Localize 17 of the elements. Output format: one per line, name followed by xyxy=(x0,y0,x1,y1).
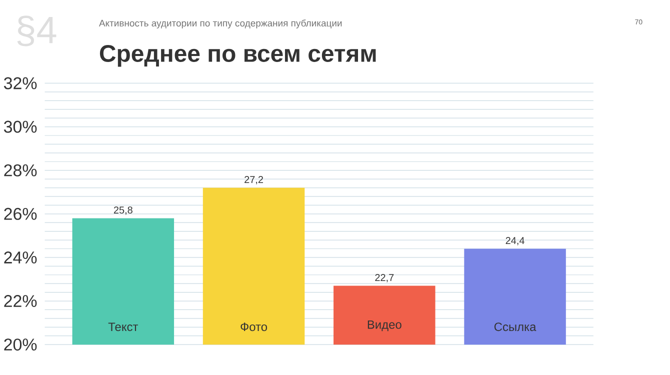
y-tick-label: 22% xyxy=(4,295,37,307)
x-tick-label: Ссылка xyxy=(494,322,536,332)
data-label: 27,2 xyxy=(244,176,263,184)
y-tick-label: 26% xyxy=(4,208,37,220)
data-label: 25,8 xyxy=(114,206,132,215)
x-tick-label: Фото xyxy=(240,322,268,332)
data-label: 24,4 xyxy=(506,236,524,246)
data-label: 22,7 xyxy=(375,274,394,282)
y-tick-label: 20% xyxy=(4,338,37,351)
chart-title: Среднее по всем сетям xyxy=(100,44,376,67)
x-tick-label: Видео xyxy=(368,320,402,332)
chart-subtitle: Активность аудитории по типу содержания публикации xyxy=(98,19,342,28)
y-tick-label: 24% xyxy=(4,251,37,264)
y-tick-label: 32% xyxy=(4,77,37,90)
y-tick-label: 30% xyxy=(4,120,37,133)
y-tick-label: 28% xyxy=(4,164,37,176)
x-tick-label: Текст xyxy=(108,322,138,332)
